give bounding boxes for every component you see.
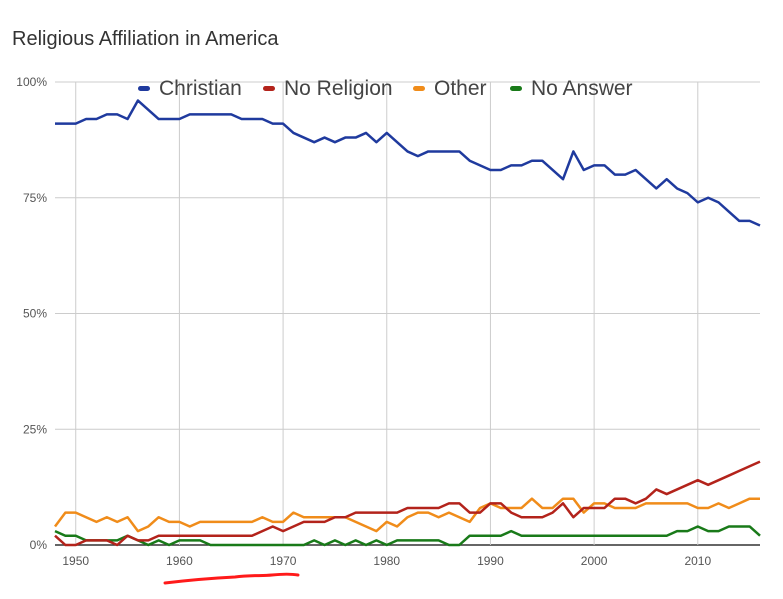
legend-swatch bbox=[510, 86, 522, 91]
legend-label: Christian bbox=[159, 77, 242, 100]
red-underline-annotation bbox=[163, 572, 300, 585]
series-line-christian bbox=[55, 99, 761, 227]
x-tick-label: 1980 bbox=[373, 554, 400, 568]
x-tick-label: 2000 bbox=[581, 554, 608, 568]
x-tick-label: 1970 bbox=[270, 554, 297, 568]
y-tick-label: 25% bbox=[23, 422, 47, 436]
chart-title: Religious Affiliation in America bbox=[12, 28, 279, 50]
legend-swatch bbox=[413, 86, 425, 91]
series-line-no-answer bbox=[54, 525, 761, 547]
y-tick-label: 0% bbox=[30, 538, 48, 552]
x-tick-label: 2010 bbox=[684, 554, 711, 568]
legend-swatch bbox=[263, 86, 275, 91]
legend-label: No Religion bbox=[284, 77, 393, 100]
legend-label: No Answer bbox=[531, 77, 633, 100]
legend-label: Other bbox=[434, 77, 487, 100]
y-tick-label: 75% bbox=[23, 191, 47, 205]
x-tick-label: 1990 bbox=[477, 554, 504, 568]
series-line-other bbox=[53, 497, 760, 533]
x-tick-label: 1960 bbox=[166, 554, 193, 568]
series-line-no-religion bbox=[54, 460, 761, 547]
y-tick-label: 100% bbox=[16, 75, 47, 89]
legend-swatch bbox=[138, 86, 150, 91]
y-tick-label: 50% bbox=[23, 307, 47, 321]
x-tick-label: 1950 bbox=[62, 554, 89, 568]
